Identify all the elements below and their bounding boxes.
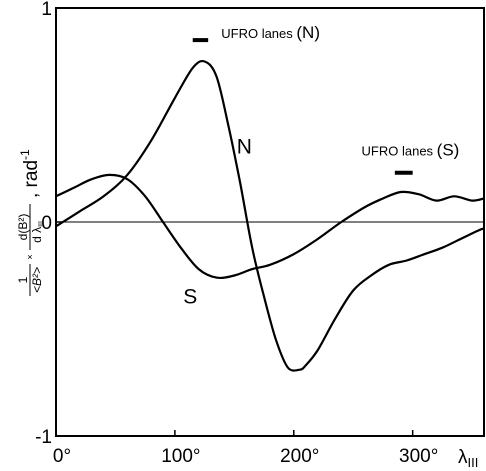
- ufro-label-text: UFRO lanes: [221, 26, 296, 41]
- y-tick-label: 0: [41, 213, 52, 234]
- y-label-times: ×: [25, 254, 35, 259]
- series-line-n: [55, 59, 485, 372]
- x-axis-label-sub: III: [468, 455, 479, 470]
- y-label-frac-den-sub: III: [38, 221, 45, 227]
- ufro-label-paren: (S): [437, 141, 460, 160]
- x-tick-label: 100°: [161, 446, 200, 467]
- y-label-prefix-num: 1: [16, 276, 30, 283]
- y-label-unit: , rad-1: [18, 149, 42, 198]
- y-tick-label: -1: [35, 427, 52, 448]
- y-label-prefix-den: <B²>: [30, 267, 44, 293]
- series-label-n: N: [237, 136, 252, 159]
- x-tick-label: 200°: [280, 446, 319, 467]
- ufro-label-n: UFRO lanes (N): [221, 23, 320, 42]
- series-label-s: S: [183, 285, 197, 308]
- x-tick-label: 300°: [399, 446, 438, 467]
- y-label-unit-exp: -1: [18, 149, 32, 160]
- y-label-frac-num: d(B²): [16, 214, 30, 241]
- x-axis-label: λIII: [458, 447, 478, 470]
- y-label-unit-main: , rad: [21, 160, 42, 198]
- y-label-frac-den: d λIII: [30, 221, 45, 243]
- ufro-label-paren: (N): [296, 23, 320, 42]
- x-axis-label-main: λ: [458, 447, 468, 468]
- y-axis-label: 1 <B²> × d(B²) d λIII , rad-1: [16, 149, 45, 296]
- x-tick-label: 0°: [53, 446, 71, 467]
- ufro-label-text: UFRO lanes: [362, 144, 437, 159]
- ufro-label-s: UFRO lanes (S): [362, 141, 460, 160]
- y-tick-label: 1: [41, 0, 52, 20]
- series-line-s: [55, 173, 485, 280]
- y-label-frac-den-main: d λ: [30, 227, 44, 243]
